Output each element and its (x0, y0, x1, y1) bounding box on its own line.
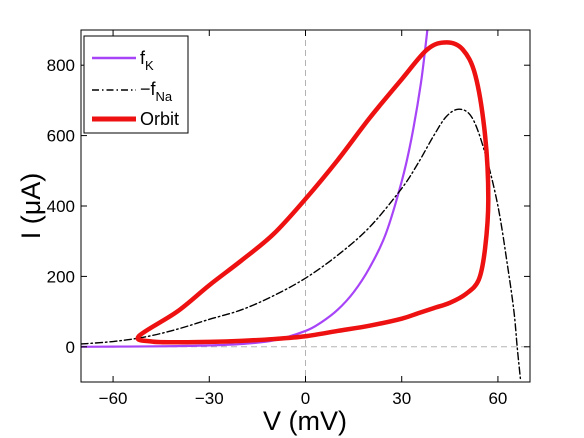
series-line-fk (81, 30, 429, 348)
x-tick-label: 0 (301, 389, 310, 408)
y-tick-label: 0 (66, 338, 75, 357)
legend-text-fk: f (140, 48, 146, 68)
x-tick-label: −30 (195, 389, 224, 408)
legend-text-fna: −f (140, 79, 157, 99)
x-tick-label: 60 (488, 389, 507, 408)
y-tick-label: 200 (47, 267, 75, 286)
legend: fK −fNa Orbit (83, 35, 189, 134)
x-tick-label: −60 (99, 389, 128, 408)
series-line-orbit (135, 40, 491, 345)
y-tick-label: 600 (47, 127, 75, 146)
y-tick-label: 800 (47, 56, 75, 75)
y-axis-label: I (μA) (16, 173, 46, 240)
x-axis: −60 −30 0 30 60 (99, 30, 507, 408)
series-layer (81, 30, 522, 380)
series-line-fna (81, 108, 522, 380)
x-axis-label: V (mV) (263, 406, 347, 436)
legend-label-fna: −fNa (140, 79, 173, 104)
y-axis: 0 200 400 600 800 (47, 56, 530, 357)
legend-label-fk: fK (140, 48, 154, 73)
legend-label-orbit: Orbit (140, 109, 179, 129)
legend-sub-fna: Na (156, 89, 173, 104)
legend-sub-fk: K (145, 58, 154, 73)
x-tick-label: 30 (392, 389, 411, 408)
y-tick-label: 400 (47, 197, 75, 216)
